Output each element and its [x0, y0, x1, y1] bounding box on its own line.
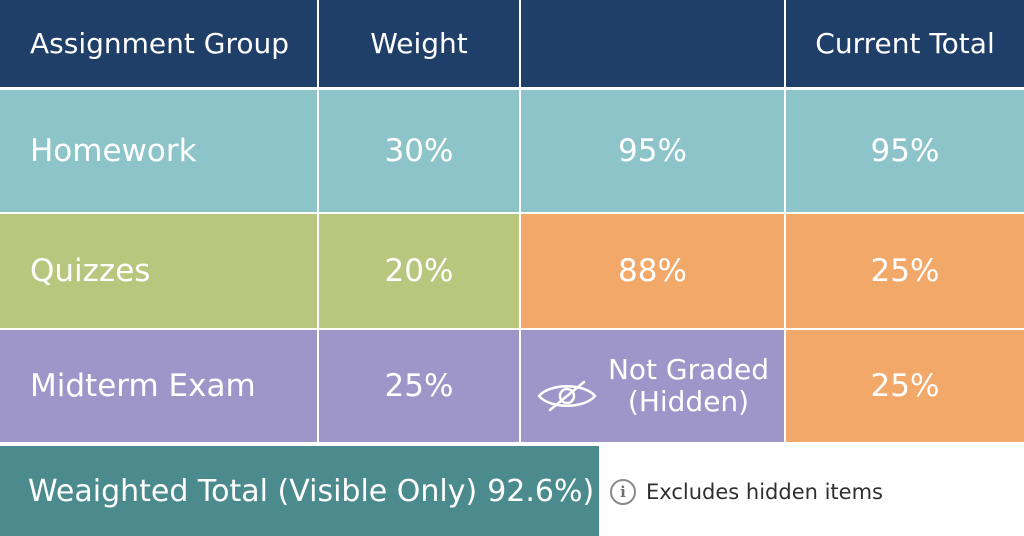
row-quizzes-total: 25% — [786, 214, 1024, 328]
weighted-total-bar: Weaighted Total (Visible Only) 92.6%) — [0, 446, 599, 536]
row-quizzes-score: 88% — [521, 214, 784, 328]
row-homework-group: Homework — [0, 90, 317, 212]
weighted-total-value: 92.6%) — [487, 473, 595, 509]
header-current-total: Current Total — [786, 0, 1024, 87]
row-midterm-score: Not Graded (Hidden) — [521, 330, 784, 442]
header-score — [521, 0, 784, 87]
row-homework-score: 95% — [521, 90, 784, 212]
info-icon: i — [610, 479, 636, 505]
hidden-items-note: i Excludes hidden items — [610, 476, 883, 508]
row-homework-weight: 30% — [319, 90, 519, 212]
row-midterm-weight: 25% — [319, 330, 519, 442]
not-graded-text: Not Graded — [607, 352, 770, 386]
row-quizzes-group: Quizzes — [0, 214, 317, 328]
header-weight: Weight — [319, 0, 519, 87]
header-assignment-group: Assignment Group — [0, 0, 317, 87]
eye-slash-icon — [536, 379, 598, 421]
row-homework-total: 95% — [786, 90, 1024, 212]
note-text: Excludes hidden items — [646, 480, 883, 504]
row-quizzes-weight: 20% — [319, 214, 519, 328]
weighted-total-label: Weaighted Total (Visible Only) — [28, 473, 478, 509]
hidden-text: (Hidden) — [627, 385, 750, 418]
hidden-score: Not Graded (Hidden) — [536, 351, 769, 421]
row-midterm-group: Midterm Exam — [0, 330, 317, 442]
row-midterm-total: 25% — [786, 330, 1024, 442]
